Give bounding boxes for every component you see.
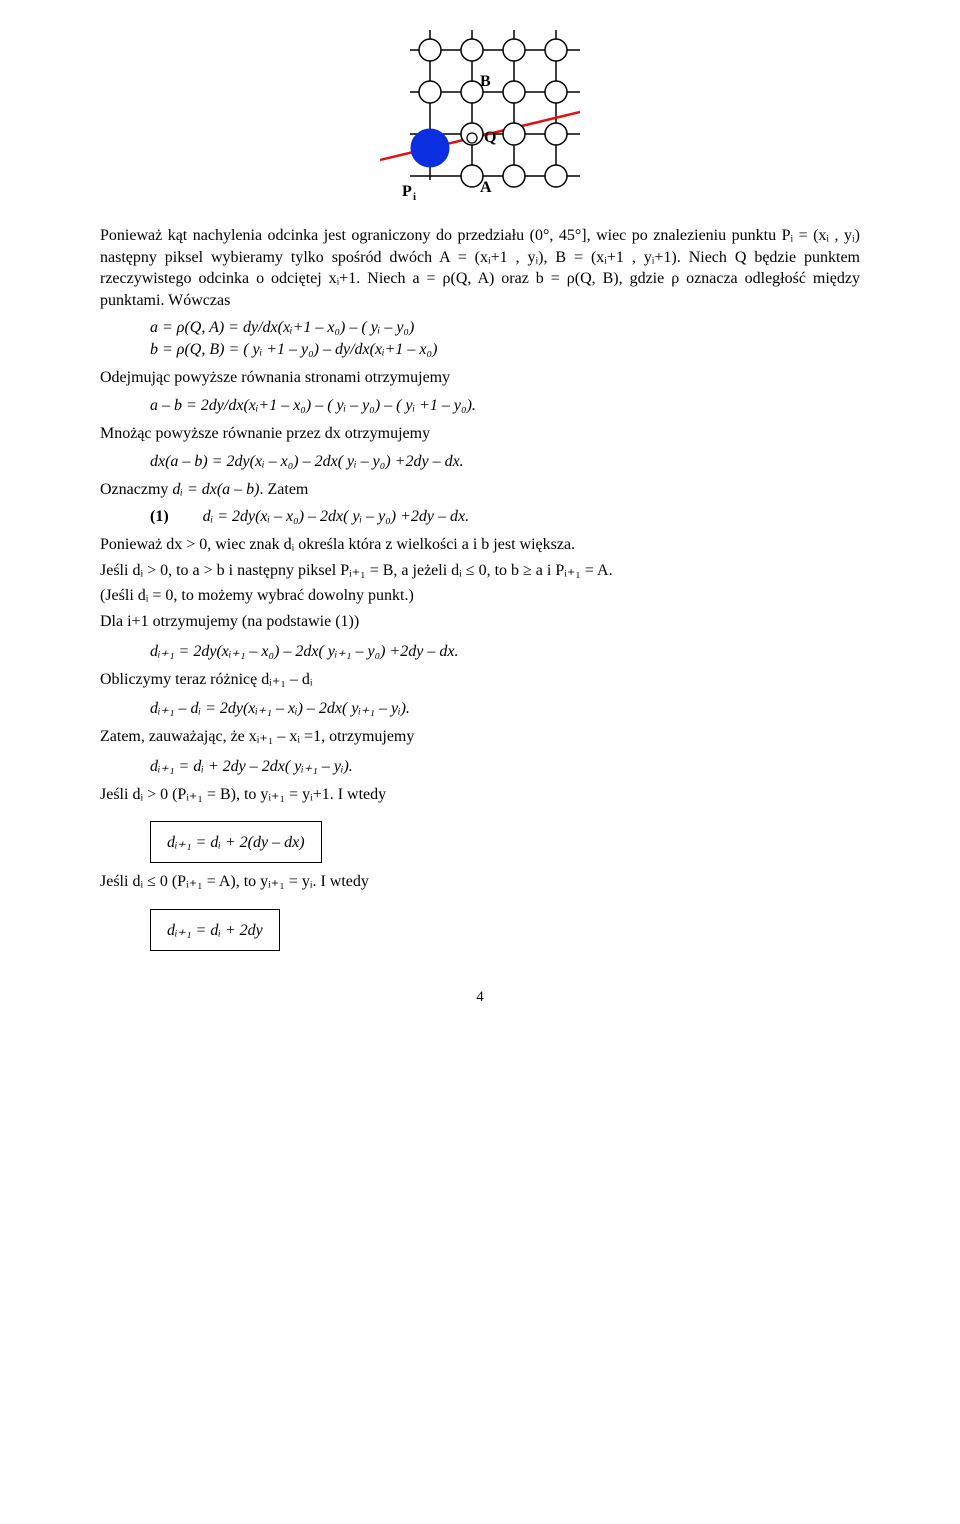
boxed-equation-1: dᵢ₊₁ = dᵢ + 2(dy – dx)	[150, 821, 322, 863]
label-B: B	[480, 73, 491, 90]
diagram-svg: B Q A P i	[380, 30, 580, 205]
paragraph-5c: (Jeśli dᵢ = 0, to możemy wybrać dowolny …	[100, 585, 860, 607]
equation-block-1: a = ρ(Q, A) = dy/dx(xᵢ+1 – x₀) – ( yᵢ – …	[150, 319, 860, 359]
equation-4: (1) dᵢ = 2dy(xᵢ – x₀) – 2dx( yᵢ – y₀) +2…	[150, 508, 860, 526]
paragraph-8: Jeśli dᵢ > 0 (Pᵢ₊₁ = B), to yᵢ₊₁ = yᵢ+1.…	[100, 784, 860, 806]
equation-7: dᵢ₊₁ = dᵢ + 2dy – 2dx( yᵢ₊₁ – yᵢ).	[150, 756, 860, 776]
equation-5: dᵢ₊₁ = 2dy(xᵢ₊₁ – x₀) – 2dx( yᵢ₊₁ – y₀) …	[150, 641, 860, 661]
paragraph-7: Zatem, zauważając, że xᵢ₊₁ – xᵢ =1, otrz…	[100, 726, 860, 748]
label-A: A	[480, 179, 492, 196]
equation-2: a – b = 2dy/dx(xᵢ+1 – x₀) – ( yᵢ – y₀) –…	[150, 397, 860, 415]
paragraph-5d: Dla i+1 otrzymujemy (na podstawie (1))	[100, 611, 860, 633]
paragraph-5b: Jeśli dᵢ > 0, to a > b i następny piksel…	[100, 560, 860, 582]
label-Pi-sub: i	[413, 191, 416, 203]
label-Q: Q	[484, 129, 496, 146]
eq1-line2: b = ρ(Q, B) = ( yᵢ +1 – y₀) – dy/dx(xᵢ+1…	[150, 341, 860, 359]
boxed-equation-2: dᵢ₊₁ = dᵢ + 2dy	[150, 909, 280, 951]
paragraph-1: Ponieważ kąt nachylenia odcinka jest ogr…	[100, 225, 860, 311]
grid-diagram: B Q A P i	[100, 30, 860, 205]
eq4-label: (1)	[150, 508, 169, 525]
paragraph-5a: Ponieważ dx > 0, wiec znak dᵢ określa kt…	[100, 534, 860, 556]
equation-3: dx(a – b) = 2dy(xᵢ – x₀) – 2dx( yᵢ – y₀)…	[150, 453, 860, 471]
paragraph-6: Obliczymy teraz różnicę dᵢ₊₁ – dᵢ	[100, 669, 860, 691]
paragraph-3: Mnożąc powyższe równanie przez dx otrzym…	[100, 423, 860, 445]
page-number: 4	[100, 989, 860, 1006]
paragraph-2: Odejmując powyższe równania stronami otr…	[100, 367, 860, 389]
paragraph-4: Oznaczmy dᵢ = dx(a – b). Zatem	[100, 479, 860, 501]
eq1-line1: a = ρ(Q, A) = dy/dx(xᵢ+1 – x₀) – ( yᵢ – …	[150, 319, 860, 337]
paragraph-9: Jeśli dᵢ ≤ 0 (Pᵢ₊₁ = A), to yᵢ₊₁ = yᵢ. I…	[100, 871, 860, 893]
equation-6: dᵢ₊₁ – dᵢ = 2dy(xᵢ₊₁ – xᵢ) – 2dx( yᵢ₊₁ –…	[150, 698, 860, 718]
label-Pi: P	[402, 183, 412, 200]
